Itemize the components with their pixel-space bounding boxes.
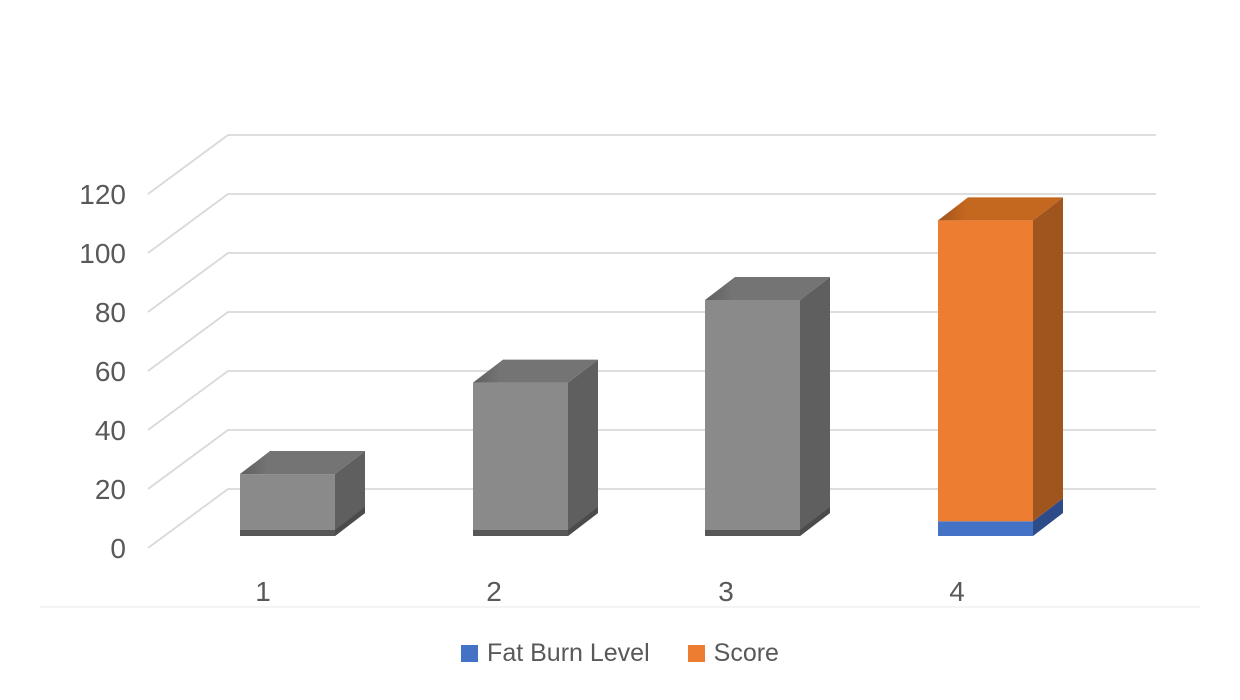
gridlines-group bbox=[147, 134, 1156, 549]
gridline bbox=[147, 311, 1156, 372]
y-axis-tick-label: 40 bbox=[95, 415, 126, 446]
fat-burn-level-swatch-icon bbox=[461, 645, 479, 662]
bar-category-3[interactable] bbox=[705, 277, 830, 536]
legend-label: Score bbox=[713, 639, 779, 667]
gridline bbox=[147, 429, 1156, 490]
gridline bbox=[147, 134, 1156, 195]
bar-category-2[interactable] bbox=[473, 359, 598, 536]
bars-group bbox=[240, 197, 1063, 536]
bar-segment-side bbox=[1033, 498, 1063, 536]
gridline bbox=[147, 370, 1156, 431]
bar-bottom-strip-side bbox=[335, 507, 365, 536]
y-axis-tick-label: 120 bbox=[79, 179, 126, 210]
bar-top-face bbox=[705, 277, 830, 300]
gridline bbox=[147, 488, 1156, 549]
gridline bbox=[147, 193, 1156, 254]
bar-segment-front bbox=[473, 382, 568, 536]
bar-category-1[interactable] bbox=[240, 451, 365, 536]
y-axis-tick-label: 80 bbox=[95, 297, 126, 328]
bar-bottom-strip-side bbox=[800, 507, 830, 536]
y-axis-labels-group: 0 20 40 60 80 100 120 bbox=[79, 179, 126, 564]
category-label: 3 bbox=[718, 576, 734, 607]
score-swatch-icon bbox=[687, 645, 705, 662]
category-label: 2 bbox=[486, 576, 502, 607]
bar-segment-side bbox=[1033, 197, 1063, 522]
bar-bottom-strip bbox=[240, 530, 335, 536]
bar-top-face bbox=[473, 359, 598, 383]
y-axis-tick-label: 20 bbox=[95, 474, 126, 505]
bar-segment-front bbox=[938, 521, 1033, 536]
category-label: 4 bbox=[949, 576, 965, 607]
bar-bottom-strip bbox=[473, 530, 568, 536]
bar-bottom-strip bbox=[705, 530, 800, 536]
gridline bbox=[147, 252, 1156, 313]
y-axis-tick-label: 100 bbox=[79, 238, 126, 269]
bar-segment-front bbox=[240, 474, 335, 536]
bar-top-face bbox=[240, 451, 365, 475]
bar-bottom-strip-side bbox=[568, 507, 598, 536]
y-axis-tick-label: 0 bbox=[110, 533, 126, 564]
bar-top-face bbox=[938, 197, 1063, 221]
bar-segment-side bbox=[800, 277, 830, 536]
bar-segment-front bbox=[705, 300, 800, 536]
bar-category-4[interactable] bbox=[938, 197, 1063, 536]
bar-segment-side bbox=[568, 359, 598, 536]
legend: Fat Burn Level Score bbox=[0, 641, 1240, 666]
bar-segment-front bbox=[938, 220, 1033, 522]
legend-label: Fat Burn Level bbox=[487, 639, 650, 667]
legend-item-fat-burn-level[interactable]: Fat Burn Level bbox=[461, 641, 650, 666]
legend-item-score[interactable]: Score bbox=[687, 639, 779, 667]
x-axis-labels-group: 1 2 3 4 bbox=[255, 576, 965, 607]
category-label: 1 bbox=[255, 576, 271, 607]
y-axis-tick-label: 60 bbox=[95, 356, 126, 387]
